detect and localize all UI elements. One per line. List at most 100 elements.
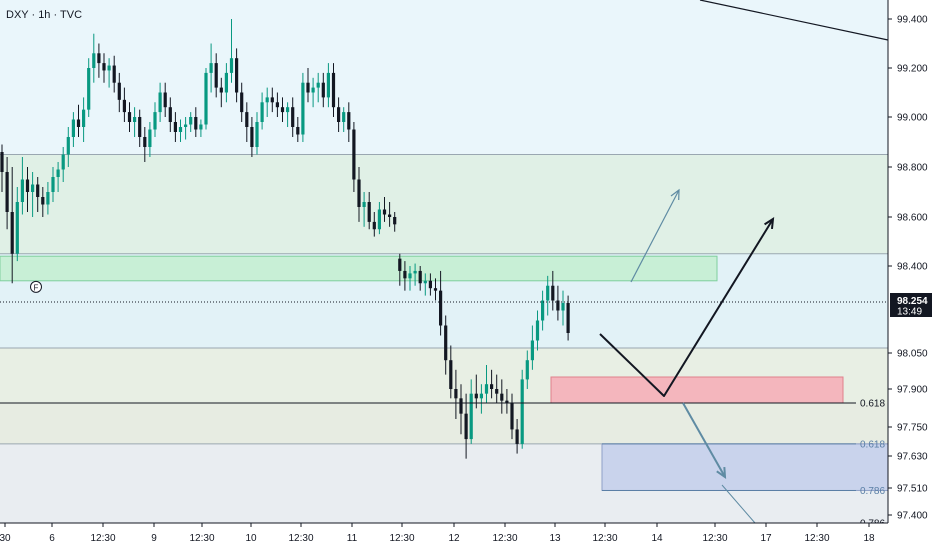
candle-body-75 <box>382 209 387 215</box>
event-marker-circle <box>30 280 42 293</box>
time-tick-label-5: 10 <box>245 533 257 544</box>
candle-body-58 <box>296 127 300 135</box>
candle-body-110 <box>561 303 565 311</box>
time-tick-label-15: 17 <box>760 533 772 544</box>
projection-bearish-arrow-head <box>716 466 727 479</box>
candle-body-39 <box>199 124 203 130</box>
time-tick-label-11: 13 <box>549 533 561 544</box>
candle-body-84 <box>428 280 432 289</box>
candle-body-30 <box>153 112 157 130</box>
candle-body-111 <box>566 303 570 333</box>
candle-body-25 <box>127 112 132 122</box>
candle-body-34 <box>173 122 177 132</box>
candle-body-61 <box>311 87 315 93</box>
candle-body-22 <box>112 65 116 83</box>
candle-body-65 <box>331 72 336 108</box>
candle-body-77 <box>393 217 397 225</box>
candle-body-89 <box>454 389 458 399</box>
candle-body-93 <box>474 393 478 399</box>
projection-thin-arrow-path <box>630 189 680 283</box>
candle-body-38 <box>194 117 198 130</box>
time-axis: 30 6 12:30 9 12:30 10 12:30 11 12:30 12 12:30 13 12:… <box>0 522 932 550</box>
candle-body-6 <box>31 184 35 192</box>
candle-body-105 <box>535 320 540 341</box>
candle-body-91 <box>464 413 468 440</box>
symbol-title[interactable]: DXY · 1h · TVC <box>6 9 83 21</box>
time-tick-label-0: 30 <box>0 533 11 544</box>
green-demand-box <box>0 255 718 282</box>
candle-body-70 <box>357 179 361 207</box>
candle-body-60 <box>306 82 310 93</box>
candle-body-9 <box>46 192 50 205</box>
candle-body-63 <box>321 82 325 98</box>
candle-body-68 <box>347 112 351 130</box>
candle-body-88 <box>449 360 453 389</box>
event-marker-label: F <box>34 283 39 292</box>
candle-body-62 <box>316 82 320 88</box>
price-tick-label-4: 98.600 <box>897 213 928 224</box>
candle-body-28 <box>143 137 147 147</box>
candle-body-86 <box>439 290 443 326</box>
candle-body-47 <box>240 92 244 113</box>
price-axis: 99.400 99.200 99.000 98.800 98.600 98.400 98.0… <box>887 0 932 550</box>
projection-lower-line <box>721 484 756 524</box>
candle-body-7 <box>36 184 40 197</box>
candle-body-74 <box>377 209 381 230</box>
candle-body-55 <box>280 107 285 113</box>
candle-body-43 <box>219 87 223 93</box>
candle-body-21 <box>107 65 111 71</box>
candle-body-67 <box>342 112 346 122</box>
candle-body-33 <box>168 107 172 122</box>
candle-body-98 <box>500 393 504 401</box>
candle-body-87 <box>444 325 448 361</box>
red-supply-box <box>550 376 844 404</box>
candle-body-57 <box>291 107 295 127</box>
candle-body-107 <box>546 285 550 301</box>
price-tag-box <box>890 293 932 317</box>
candle-body-106 <box>541 300 545 321</box>
candle-body-82 <box>418 270 422 284</box>
candle-body-50 <box>255 122 259 147</box>
candle-body-97 <box>495 389 499 394</box>
candle-body-11 <box>56 169 60 177</box>
time-tick-label-17: 18 <box>863 533 875 544</box>
price-tick-label-1: 99.200 <box>897 64 928 75</box>
candle-body-81 <box>413 270 417 274</box>
candle-body-104 <box>530 340 534 361</box>
candle-body-32 <box>163 92 167 108</box>
price-tag-countdown: 13:49 <box>897 307 922 318</box>
candle-body-17 <box>87 68 91 110</box>
candle-body-96 <box>490 384 494 389</box>
candle-body-69 <box>352 129 356 180</box>
time-axis-bg <box>0 523 932 550</box>
candle-body-5 <box>25 179 30 192</box>
candle-body-40 <box>204 72 208 125</box>
time-tick-label-6: 12:30 <box>288 533 313 544</box>
candle-body-44 <box>224 72 228 93</box>
candle-body-101 <box>515 429 519 444</box>
time-tick-label-8: 12:30 <box>389 533 414 544</box>
candle-body-76 <box>388 214 392 217</box>
time-tick-label-13: 14 <box>651 533 663 544</box>
candle-body-12 <box>61 154 65 170</box>
time-tick-label-10: 12:30 <box>492 533 517 544</box>
candle-body-19 <box>97 53 101 64</box>
candle-body-45 <box>229 58 234 73</box>
candle-body-15 <box>76 119 81 127</box>
time-tick-label-2: 12:30 <box>90 533 115 544</box>
candle-body-41 <box>209 63 213 73</box>
candle-body-46 <box>235 58 239 93</box>
candle-body-29 <box>148 129 152 147</box>
candle-body-54 <box>275 102 279 108</box>
candle-body-56 <box>286 107 290 113</box>
candle-body-20 <box>102 63 106 71</box>
price-tag-value: 98.254 <box>897 296 928 307</box>
candle-body-72 <box>367 202 371 222</box>
candle-body-42 <box>214 63 218 88</box>
candle-body-79 <box>403 270 407 279</box>
candle-body-102 <box>520 379 524 444</box>
price-axis-bg <box>888 0 932 550</box>
beige-band <box>0 403 888 444</box>
